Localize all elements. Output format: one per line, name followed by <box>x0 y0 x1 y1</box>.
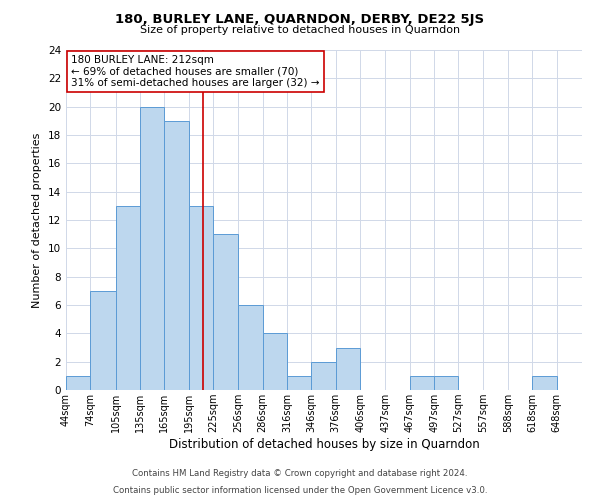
Bar <box>532 376 557 390</box>
X-axis label: Distribution of detached houses by size in Quarndon: Distribution of detached houses by size … <box>169 438 479 451</box>
Bar <box>410 376 434 390</box>
Text: 180, BURLEY LANE, QUARNDON, DERBY, DE22 5JS: 180, BURLEY LANE, QUARNDON, DERBY, DE22 … <box>115 12 485 26</box>
Bar <box>434 376 458 390</box>
Text: 180 BURLEY LANE: 212sqm
← 69% of detached houses are smaller (70)
31% of semi-de: 180 BURLEY LANE: 212sqm ← 69% of detache… <box>71 55 320 88</box>
Bar <box>66 376 91 390</box>
Y-axis label: Number of detached properties: Number of detached properties <box>32 132 43 308</box>
Bar <box>287 376 311 390</box>
Bar <box>164 121 189 390</box>
Bar <box>189 206 213 390</box>
Bar <box>336 348 360 390</box>
Text: Contains HM Land Registry data © Crown copyright and database right 2024.: Contains HM Land Registry data © Crown c… <box>132 468 468 477</box>
Text: Contains public sector information licensed under the Open Government Licence v3: Contains public sector information licen… <box>113 486 487 495</box>
Text: Size of property relative to detached houses in Quarndon: Size of property relative to detached ho… <box>140 25 460 35</box>
Bar <box>116 206 140 390</box>
Bar <box>311 362 336 390</box>
Bar <box>91 291 116 390</box>
Bar <box>213 234 238 390</box>
Bar <box>263 334 287 390</box>
Bar <box>140 106 164 390</box>
Bar <box>238 305 263 390</box>
